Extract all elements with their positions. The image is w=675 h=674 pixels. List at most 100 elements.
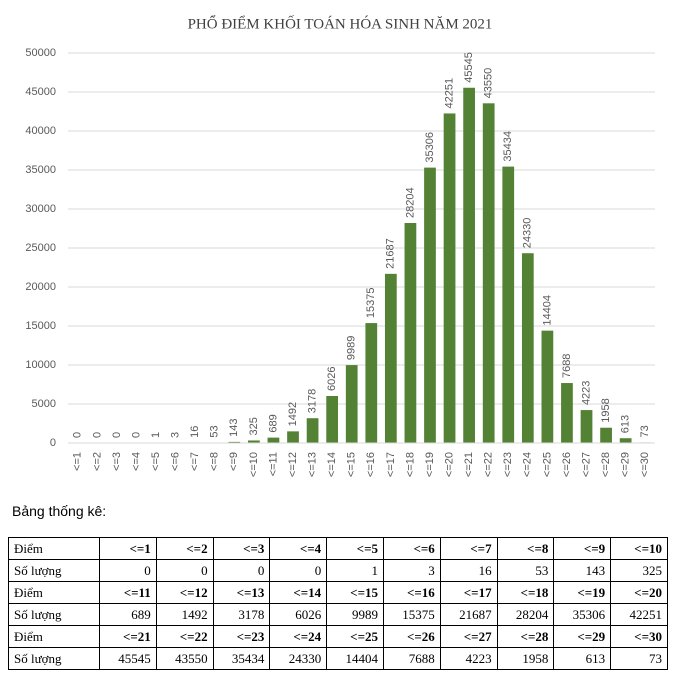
bar xyxy=(365,323,378,443)
y-tick-label: 15000 xyxy=(25,320,56,332)
table-cell: 1 xyxy=(326,559,384,582)
table-cell: <=1 xyxy=(99,537,157,560)
table-cell: <=26 xyxy=(382,625,441,648)
value-label: 0 xyxy=(91,432,103,438)
bar xyxy=(463,87,475,444)
table-cell: 15375 xyxy=(382,603,441,626)
y-tick-label: 30000 xyxy=(25,203,56,215)
bar xyxy=(561,383,573,443)
y-tick-label: 20000 xyxy=(25,281,56,293)
x-tick-label: <=4 xyxy=(130,452,142,471)
bar xyxy=(502,166,515,443)
table-row: Điểm <=11 <=12 <=13 <=14 <=15 <=16 <=17 <=18 <=19… xyxy=(8,581,668,604)
table-cell: <=27 xyxy=(439,625,498,648)
table-cell: Số lượng xyxy=(8,647,100,670)
x-tick-label: <=29 xyxy=(620,452,632,477)
table-cell: Điểm xyxy=(8,537,100,560)
value-label: 0 xyxy=(130,432,142,438)
table-cell: 7688 xyxy=(382,647,441,670)
table-cell: <=7 xyxy=(439,537,498,560)
bar xyxy=(424,167,436,443)
table-cell: <=18 xyxy=(496,581,555,604)
x-tick-label: <=12 xyxy=(287,452,299,477)
x-tick-label: <=11 xyxy=(267,452,279,476)
bar xyxy=(228,441,241,443)
table-cell: 21687 xyxy=(439,603,498,626)
table-row: Điểm <=21 <=22 <=23 <=24 <=25 <=26 <=27 <=28 <=29… xyxy=(8,625,668,648)
value-label: 1 xyxy=(150,432,162,438)
value-label: 6026 xyxy=(326,367,338,391)
value-label: 53 xyxy=(209,425,221,437)
value-label: 3 xyxy=(170,432,182,438)
table-cell: <=19 xyxy=(553,581,612,604)
value-label: 35306 xyxy=(424,132,436,163)
value-label: 3178 xyxy=(306,389,318,413)
y-tick-label: 5000 xyxy=(32,398,56,410)
y-tick-label: 50000 xyxy=(25,47,56,59)
value-label: 28204 xyxy=(404,187,416,218)
table-cell: <=25 xyxy=(326,625,384,648)
bar xyxy=(345,365,358,443)
table-cell: <=20 xyxy=(610,581,668,604)
value-label: 35434 xyxy=(502,131,514,162)
table-cell: 0 xyxy=(155,559,214,582)
bar xyxy=(619,438,632,443)
value-label: 143 xyxy=(228,419,240,437)
table-cell: Số lượng xyxy=(8,603,100,626)
bar xyxy=(326,395,339,443)
x-tick-label: <=10 xyxy=(248,452,260,477)
table-cell: <=15 xyxy=(326,581,384,604)
x-tick-label: <=24 xyxy=(522,452,534,477)
bar xyxy=(248,440,260,443)
table-cell: <=30 xyxy=(610,625,668,648)
x-tick-label: <=2 xyxy=(91,452,103,471)
table-cell: <=22 xyxy=(155,625,214,648)
table-cell: <=2 xyxy=(155,537,214,560)
table-cell: 4223 xyxy=(439,647,498,670)
table-cell: 6026 xyxy=(269,603,328,626)
value-label: 689 xyxy=(267,414,279,432)
table-cell: 1958 xyxy=(496,647,555,670)
table-cell: 28204 xyxy=(496,603,555,626)
table-cell: 0 xyxy=(99,559,157,582)
table-cell: 42251 xyxy=(610,603,668,626)
x-tick-label: <=26 xyxy=(561,452,573,477)
x-tick-label: <=18 xyxy=(404,452,416,477)
value-label: 14404 xyxy=(541,295,553,326)
x-tick-label: <=1 xyxy=(72,452,84,471)
table-row: Số lượng 0 0 0 0 1 3 16 53 143 325 xyxy=(8,559,668,582)
value-label: 24330 xyxy=(522,218,534,249)
table-cell: Điểm xyxy=(8,625,100,648)
x-tick-label: <=13 xyxy=(306,452,318,477)
x-tick-label: <=19 xyxy=(424,452,436,477)
bar xyxy=(600,427,612,443)
y-tick-label: 40000 xyxy=(25,125,56,137)
table-cell: <=3 xyxy=(212,537,271,560)
x-tick-label: <=27 xyxy=(580,452,592,477)
value-label: 4223 xyxy=(580,381,592,405)
value-label: 1958 xyxy=(600,398,612,422)
bar xyxy=(580,410,593,443)
table-cell: 9989 xyxy=(326,603,384,626)
value-label: 7688 xyxy=(561,354,573,378)
y-tick-label: 0 xyxy=(50,437,56,449)
x-tick-label: <=28 xyxy=(600,452,612,477)
x-tick-label: <=9 xyxy=(228,452,240,471)
table-title: Bảng thống kê: xyxy=(12,503,107,519)
table-cell: 14404 xyxy=(326,647,384,670)
table-cell: <=21 xyxy=(99,625,157,648)
chart-title: PHỔ ĐIỂM KHỐI TOÁN HÓA SINH NĂM 2021 xyxy=(188,14,493,32)
table-cell: <=23 xyxy=(212,625,271,648)
table-cell: 143 xyxy=(553,559,612,582)
x-tick-label: <=20 xyxy=(443,452,455,477)
table-cell: <=11 xyxy=(99,581,157,604)
table-cell: <=17 xyxy=(439,581,498,604)
x-tick-label: <=7 xyxy=(189,452,201,471)
table-cell: 0 xyxy=(212,559,271,582)
value-label: 16 xyxy=(189,426,201,438)
table-cell: <=4 xyxy=(269,537,328,560)
bar xyxy=(267,437,280,443)
x-tick-label: <=16 xyxy=(365,452,377,477)
value-label: 73 xyxy=(639,425,651,437)
table-cell: 3178 xyxy=(212,603,271,626)
